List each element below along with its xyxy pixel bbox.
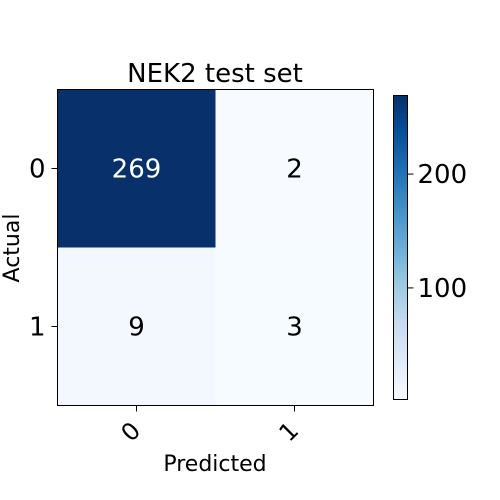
y-tick-label: 1	[29, 313, 46, 343]
y-axis-label: Actual	[0, 214, 25, 283]
heatmap-cell	[57, 89, 216, 248]
x-tick-label: 0	[116, 417, 147, 448]
heatmap-cell	[215, 89, 374, 248]
cell-value-label: 2	[286, 155, 303, 185]
colorbar-ticks: 100 200	[407, 160, 468, 304]
cell-value-label: 9	[128, 313, 145, 343]
colorbar-tick-label: 200	[418, 160, 468, 190]
colorbar	[393, 95, 408, 400]
x-tick-label: 1	[274, 417, 305, 448]
y-tick-label: 0	[29, 155, 46, 185]
colorbar-tick-label: 100	[418, 274, 468, 304]
plot-frame	[57, 89, 374, 406]
chart-title: NEK2 test set	[127, 59, 303, 89]
y-axis: 01	[29, 155, 58, 343]
cell-value-label: 269	[112, 155, 162, 185]
x-axis-label: Predicted	[163, 452, 266, 477]
cell-value-label: 3	[286, 313, 303, 343]
heatmap-cell	[57, 247, 216, 406]
heatmap-cell	[215, 247, 374, 406]
heatmap-cells: 269 2 9 3	[57, 89, 374, 406]
